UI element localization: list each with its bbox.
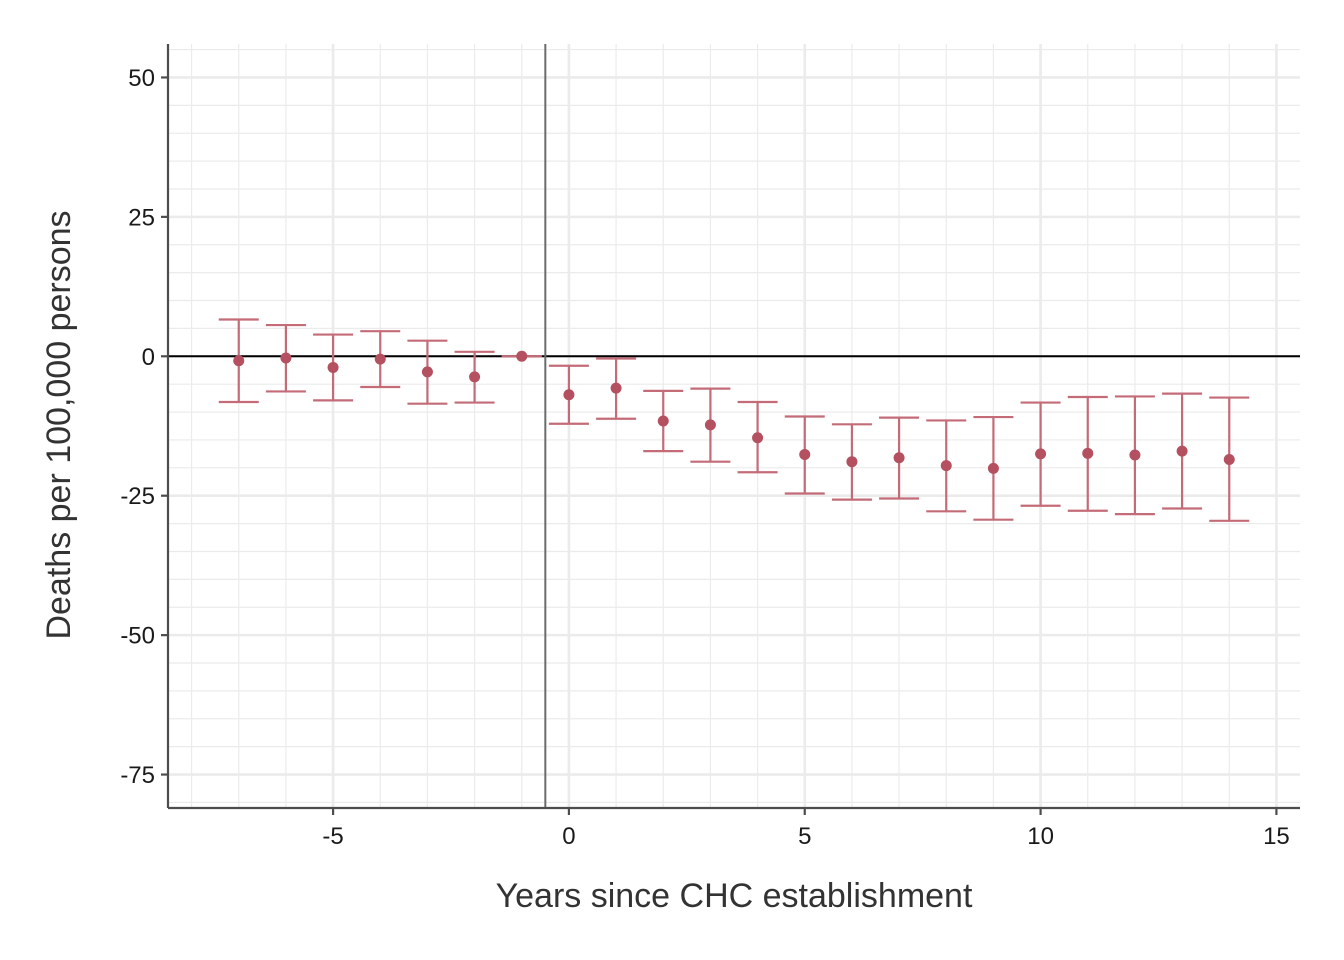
y-tick-label: -50	[120, 623, 155, 650]
y-tick-label: -25	[120, 483, 155, 510]
axes	[166, 44, 1300, 810]
data-point	[893, 452, 905, 464]
major-gridlines	[168, 44, 1300, 808]
data-point	[1035, 448, 1047, 460]
data-point	[421, 366, 433, 378]
x-axis-title: Years since CHC establishment	[496, 877, 973, 915]
x-tick-label: 5	[798, 823, 811, 850]
data-point	[1223, 453, 1235, 465]
data-point	[1176, 445, 1188, 457]
error-bars	[218, 318, 1250, 522]
data-point	[327, 361, 339, 373]
data-point	[516, 350, 528, 362]
data-point	[846, 456, 858, 468]
x-tick-label: 0	[562, 823, 575, 850]
data-point	[940, 460, 952, 472]
x-tick-label: 15	[1263, 823, 1290, 850]
data-point	[704, 419, 716, 431]
y-tick-label: 25	[128, 204, 155, 231]
reference-lines	[168, 44, 1300, 808]
y-axis-ticks: 50 25 0 -25 -50 -75	[120, 65, 168, 789]
x-axis-ticks: -5 0 5 10 15	[322, 808, 1290, 850]
minor-gridlines	[168, 44, 1300, 808]
data-point	[752, 432, 764, 444]
y-tick-label: 0	[142, 344, 155, 371]
data-point	[469, 371, 481, 383]
y-tick-label: 50	[128, 65, 155, 92]
data-point	[987, 462, 999, 474]
point-estimates	[233, 350, 1235, 474]
data-point	[233, 355, 245, 367]
data-point	[799, 448, 811, 460]
data-point	[1082, 447, 1094, 459]
y-tick-label: -75	[120, 762, 155, 789]
data-point	[1129, 449, 1141, 461]
y-axis-title: Deaths per 100,000 persons	[40, 210, 78, 639]
x-tick-label: -5	[322, 823, 343, 850]
data-point	[374, 353, 386, 365]
data-point	[657, 415, 669, 427]
x-tick-label: 10	[1027, 823, 1054, 850]
data-point	[610, 382, 622, 394]
data-point	[563, 389, 575, 401]
data-point	[280, 352, 292, 364]
